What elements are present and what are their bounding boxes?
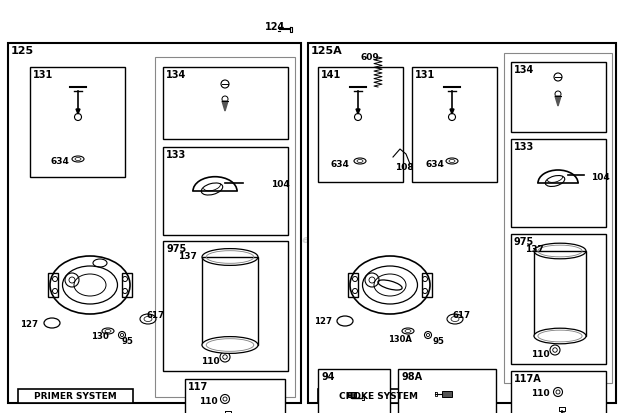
Circle shape [223, 397, 227, 401]
Circle shape [553, 348, 557, 352]
Text: 131: 131 [33, 70, 53, 80]
Text: 975: 975 [166, 243, 186, 254]
Text: 617: 617 [147, 311, 165, 320]
Text: 127: 127 [314, 317, 332, 326]
Text: 141: 141 [321, 70, 341, 80]
Text: 617: 617 [453, 311, 471, 320]
Text: 98A: 98A [401, 371, 422, 381]
Text: 975: 975 [514, 236, 534, 247]
Text: 133: 133 [514, 142, 534, 152]
Bar [30, 68, 125, 178]
Text: 110: 110 [198, 396, 218, 406]
Circle shape [223, 355, 228, 359]
Circle shape [220, 352, 230, 362]
Text: 117A: 117A [514, 373, 542, 383]
Bar [348, 273, 358, 297]
Circle shape [550, 345, 560, 355]
Text: 95: 95 [432, 337, 444, 346]
Text: 634: 634 [425, 160, 445, 169]
Text: 634: 634 [330, 160, 350, 169]
Ellipse shape [534, 328, 586, 344]
Bar [202, 257, 258, 345]
Text: 634: 634 [51, 157, 69, 166]
Text: PRIMER SYSTEM: PRIMER SYSTEM [33, 392, 117, 401]
Bar [185, 379, 285, 413]
Text: CHOKE SYSTEM: CHOKE SYSTEM [339, 392, 417, 401]
Text: 134: 134 [166, 70, 186, 80]
Bar [18, 389, 133, 403]
Circle shape [554, 387, 562, 396]
Text: eReplacementParts.com: eReplacementParts.com [239, 235, 381, 244]
Bar [163, 68, 288, 140]
Text: 108: 108 [395, 163, 414, 172]
Bar [318, 68, 403, 183]
Text: 131: 131 [415, 70, 435, 80]
Polygon shape [356, 110, 360, 115]
Bar [308, 44, 616, 403]
Text: 127: 127 [20, 320, 38, 329]
Ellipse shape [202, 337, 258, 354]
Bar [422, 273, 432, 297]
Bar [155, 58, 295, 397]
Text: 137: 137 [178, 252, 197, 261]
Bar [318, 369, 390, 413]
Text: 110: 110 [531, 350, 549, 358]
Text: 125A: 125A [311, 46, 343, 56]
Bar [412, 68, 497, 183]
Circle shape [120, 334, 123, 337]
Polygon shape [76, 110, 80, 115]
Bar [398, 369, 496, 413]
Text: 133: 133 [166, 150, 186, 159]
Text: 110: 110 [201, 357, 219, 366]
Bar [442, 391, 452, 397]
Text: 95: 95 [121, 337, 133, 346]
Text: 110: 110 [531, 389, 549, 398]
Bar [511, 63, 606, 133]
Text: 130: 130 [91, 332, 109, 341]
Bar [534, 252, 586, 336]
Text: 137: 137 [525, 245, 544, 254]
Bar [511, 371, 606, 413]
Bar [511, 140, 606, 228]
Bar [48, 273, 58, 297]
Text: 134: 134 [514, 65, 534, 75]
Circle shape [425, 332, 432, 339]
Text: 117: 117 [188, 381, 208, 391]
Polygon shape [555, 97, 561, 107]
Bar [163, 242, 288, 371]
Circle shape [118, 332, 125, 339]
Bar [504, 54, 612, 383]
Circle shape [556, 390, 560, 394]
Circle shape [221, 394, 229, 404]
Text: 130A: 130A [388, 335, 412, 344]
Text: 94: 94 [321, 371, 335, 381]
Text: 104: 104 [270, 180, 290, 189]
Text: 125: 125 [11, 46, 34, 56]
Polygon shape [222, 102, 228, 112]
Text: 104: 104 [591, 173, 609, 182]
Text: 124: 124 [265, 22, 285, 32]
Bar [318, 389, 438, 403]
Bar [163, 147, 288, 235]
Bar [511, 235, 606, 364]
Polygon shape [450, 110, 454, 115]
Bar [122, 273, 132, 297]
Bar [8, 44, 301, 403]
Circle shape [427, 334, 430, 337]
Text: 609: 609 [361, 53, 379, 62]
Bar [348, 392, 356, 397]
